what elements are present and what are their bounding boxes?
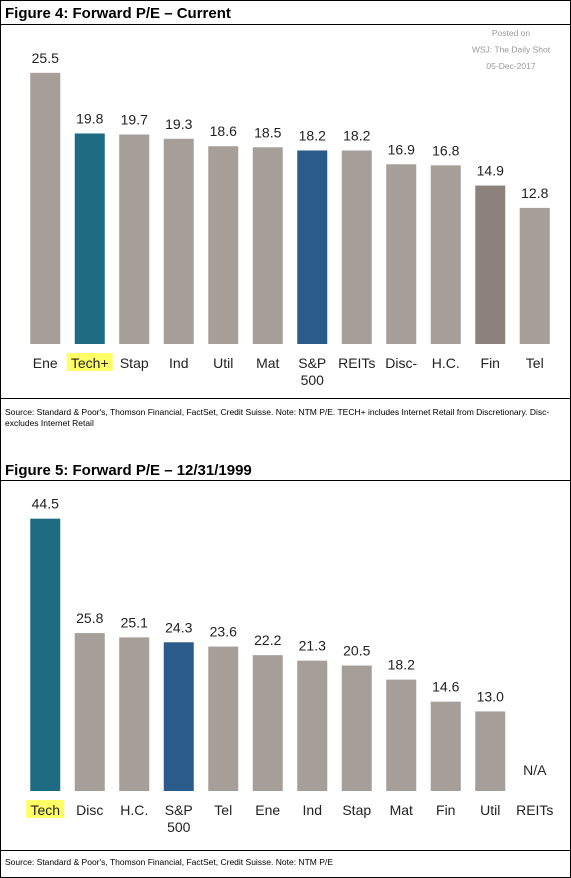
bar — [386, 164, 417, 344]
chart-title: Figure 5: Forward P/E – 12/31/1999 — [1, 459, 570, 481]
x-tick-label: H.C. — [432, 355, 460, 371]
x-tick-label: REITs — [338, 355, 375, 371]
x-tick-label: Tel — [214, 802, 232, 818]
x-tick-label: Mat — [390, 802, 413, 818]
x-tick-label: Ene — [33, 355, 58, 371]
x-tick-label: Ind — [303, 802, 322, 818]
x-tick-label: Tech — [30, 802, 60, 818]
bar — [475, 185, 506, 344]
value-label: 21.3 — [299, 638, 326, 654]
chart: Tech 44.5 Disc 25.8 H.C. 25.1 S&P 500 24.3 Tel 23.… — [26, 496, 553, 835]
source-note: Source: Standard & Poor's, Thomson Finan… — [1, 850, 570, 877]
value-label: 25.8 — [76, 610, 103, 626]
value-label: 18.2 — [343, 127, 370, 143]
annotation: WSJ: The Daily Shot — [472, 45, 551, 55]
annotation: Posted on — [492, 28, 531, 38]
chart: Posted on WSJ: The Daily Shot 05-Dec-2017 E… — [30, 28, 551, 388]
x-tick-label: Ene — [255, 802, 280, 818]
bar — [119, 637, 150, 791]
value-label: 19.3 — [165, 116, 192, 132]
value-label: 13.0 — [477, 688, 504, 704]
value-label: 24.3 — [165, 619, 192, 635]
x-tick-label: Stap — [342, 802, 371, 818]
value-label: 16.9 — [388, 141, 415, 157]
x-tick-label: Stap — [120, 355, 149, 371]
annotation: 05-Dec-2017 — [486, 61, 535, 71]
x-tick-label: S&P 500 — [298, 355, 326, 388]
value-label: N/A — [523, 762, 547, 778]
x-tick-label: Mat — [256, 355, 279, 371]
value-label: 19.8 — [76, 110, 103, 126]
value-label: 19.7 — [121, 112, 148, 128]
source-note: Source: Standard & Poor's, Thomson Finan… — [1, 398, 570, 456]
x-tick-label: Fin — [436, 802, 455, 818]
x-tick-label: S&P 500 — [165, 802, 193, 835]
chart-title: Figure 4: Forward P/E – Current — [1, 1, 570, 25]
value-label: 14.9 — [477, 163, 504, 179]
bar — [74, 633, 105, 791]
x-tick-label: H.C. — [120, 802, 148, 818]
bar — [341, 150, 372, 344]
value-label: 25.1 — [121, 614, 148, 630]
value-label: 14.6 — [432, 679, 459, 695]
value-label: 23.6 — [210, 624, 237, 640]
bar — [430, 701, 461, 791]
bar — [74, 133, 105, 344]
bar — [430, 165, 461, 344]
x-tick-label: Fin — [481, 355, 500, 371]
bar — [297, 660, 328, 791]
x-tick-label: Util — [480, 802, 500, 818]
value-label: 25.5 — [32, 50, 59, 66]
highlight — [26, 800, 65, 818]
bar — [475, 711, 506, 791]
x-tick-label: Tel — [526, 355, 544, 371]
value-label: 22.2 — [254, 632, 281, 648]
value-label: 18.5 — [254, 124, 281, 140]
x-tick-label: Disc — [76, 802, 103, 818]
bar — [208, 646, 239, 791]
value-label: 44.5 — [32, 496, 59, 512]
bar — [119, 134, 150, 344]
value-label: 12.8 — [521, 185, 548, 201]
value-label: 18.6 — [210, 123, 237, 139]
bar — [30, 518, 61, 791]
x-tick-label: Tech+ — [71, 355, 109, 371]
x-tick-label: REITs — [516, 802, 553, 818]
bar — [252, 147, 283, 344]
bar — [386, 679, 417, 791]
bar — [297, 150, 328, 344]
x-tick-label: Ind — [169, 355, 188, 371]
bar — [208, 146, 239, 344]
bar — [519, 207, 550, 344]
value-label: 18.2 — [388, 657, 415, 673]
highlight — [66, 353, 113, 371]
value-label: 16.8 — [432, 142, 459, 158]
value-label: 20.5 — [343, 643, 370, 659]
bar — [341, 665, 372, 791]
bar — [30, 72, 61, 344]
bar — [163, 642, 194, 791]
bar — [252, 655, 283, 791]
value-label: 18.2 — [299, 127, 326, 143]
x-tick-label: Disc- — [385, 355, 417, 371]
bar — [163, 138, 194, 344]
x-tick-label: Util — [213, 355, 233, 371]
